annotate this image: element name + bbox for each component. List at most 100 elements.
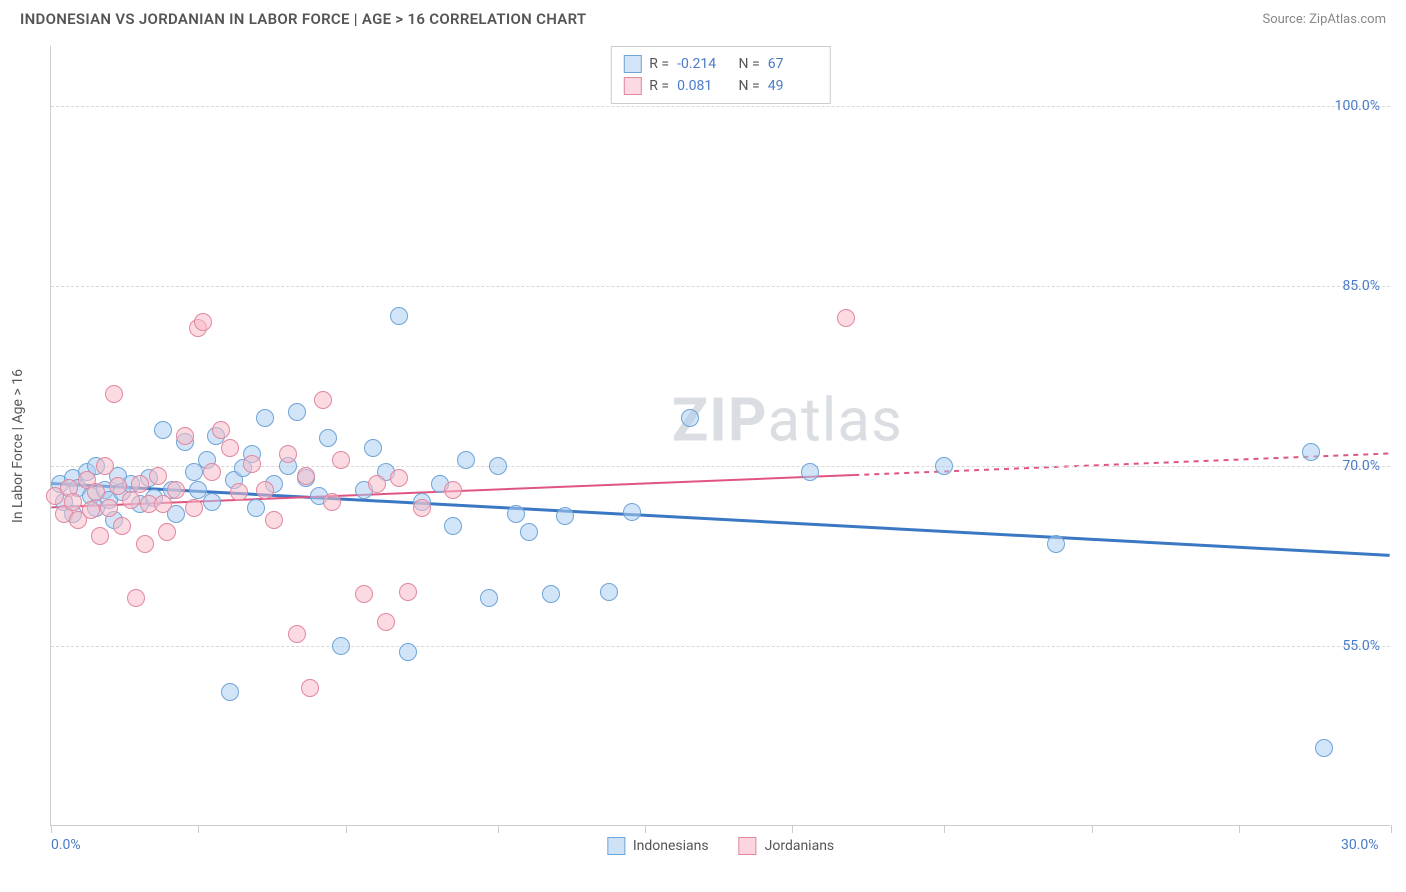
data-point	[154, 495, 172, 513]
data-point	[301, 679, 319, 697]
data-point	[256, 481, 274, 499]
y-tick-label: 85.0%	[1342, 278, 1380, 294]
data-point	[457, 451, 475, 469]
data-point	[314, 391, 332, 409]
data-point	[542, 585, 560, 603]
data-point	[87, 483, 105, 501]
data-point	[323, 493, 341, 511]
data-point	[149, 467, 167, 485]
correlation-legend: R = -0.214 N = 67 R = 0.081 N = 49	[610, 46, 830, 104]
x-tick-label: 0.0%	[51, 837, 81, 853]
data-point	[64, 493, 82, 511]
legend-label: Indonesians	[633, 838, 709, 854]
data-point	[600, 583, 618, 601]
legend-label: Jordanians	[765, 838, 835, 854]
data-point	[1302, 443, 1320, 461]
data-point	[230, 483, 248, 501]
x-tick-label: 30.0%	[1341, 837, 1379, 853]
data-point	[96, 457, 114, 475]
x-tick	[498, 825, 499, 833]
data-point	[319, 429, 337, 447]
legend-swatch	[739, 837, 757, 855]
gridline	[51, 646, 1390, 647]
data-point	[131, 475, 149, 493]
gridline	[51, 286, 1390, 287]
data-point	[82, 501, 100, 519]
data-point	[480, 589, 498, 607]
x-tick	[1391, 825, 1392, 833]
data-point	[185, 499, 203, 517]
legend-stats-row: R = -0.214 N = 67	[623, 53, 817, 75]
data-point	[167, 481, 185, 499]
y-tick-label: 100.0%	[1335, 98, 1380, 114]
stat-r-value: -0.214	[677, 56, 727, 72]
source-label: Source: ZipAtlas.com	[1262, 12, 1386, 27]
data-point	[399, 583, 417, 601]
x-tick	[944, 825, 945, 833]
data-point	[444, 517, 462, 535]
data-point	[247, 499, 265, 517]
watermark: ZIPatlas	[672, 384, 903, 455]
data-point	[837, 309, 855, 327]
stat-r-label: R =	[649, 56, 669, 72]
legend-swatch	[623, 77, 641, 95]
x-tick	[1239, 825, 1240, 833]
trend-lines	[51, 46, 1390, 825]
x-tick	[1092, 825, 1093, 833]
data-point	[136, 535, 154, 553]
data-point	[368, 475, 386, 493]
stat-n-label: N =	[735, 78, 760, 94]
data-point	[364, 439, 382, 457]
data-point	[113, 517, 131, 535]
data-point	[288, 403, 306, 421]
y-tick-label: 55.0%	[1342, 638, 1380, 654]
data-point	[176, 427, 194, 445]
data-point	[390, 469, 408, 487]
x-tick	[198, 825, 199, 833]
data-point	[413, 499, 431, 517]
data-point	[297, 467, 315, 485]
legend-stats-row: R = 0.081 N = 49	[623, 75, 817, 97]
data-point	[158, 523, 176, 541]
data-point	[122, 491, 140, 509]
chart-plot-area: ZIPatlas R = -0.214 N = 67 R = 0.081 N =…	[50, 46, 1390, 826]
data-point	[203, 493, 221, 511]
x-tick	[51, 825, 52, 833]
data-point	[444, 481, 462, 499]
legend-item: Jordanians	[739, 837, 835, 855]
y-tick-label: 70.0%	[1342, 458, 1380, 474]
data-point	[265, 511, 283, 529]
data-point	[399, 643, 417, 661]
y-axis-title: In Labor Force | Age > 16	[10, 369, 26, 523]
data-point	[194, 313, 212, 331]
data-point	[1315, 739, 1333, 757]
x-tick	[346, 825, 347, 833]
series-legend: Indonesians Jordanians	[607, 837, 834, 855]
data-point	[1047, 535, 1065, 553]
data-point	[256, 409, 274, 427]
data-point	[489, 457, 507, 475]
stat-n-label: N =	[735, 56, 760, 72]
data-point	[507, 505, 525, 523]
data-point	[203, 463, 221, 481]
data-point	[556, 507, 574, 525]
data-point	[221, 683, 239, 701]
data-point	[91, 527, 109, 545]
legend-swatch	[623, 55, 641, 73]
data-point	[243, 455, 261, 473]
data-point	[212, 421, 230, 439]
data-point	[801, 463, 819, 481]
stat-n-value: 49	[768, 78, 818, 94]
legend-swatch	[607, 837, 625, 855]
data-point	[105, 385, 123, 403]
data-point	[681, 409, 699, 427]
data-point	[332, 637, 350, 655]
data-point	[935, 457, 953, 475]
data-point	[332, 451, 350, 469]
data-point	[100, 499, 118, 517]
data-point	[288, 625, 306, 643]
stat-r-value: 0.081	[677, 78, 727, 94]
data-point	[390, 307, 408, 325]
data-point	[221, 439, 239, 457]
data-point	[127, 589, 145, 607]
